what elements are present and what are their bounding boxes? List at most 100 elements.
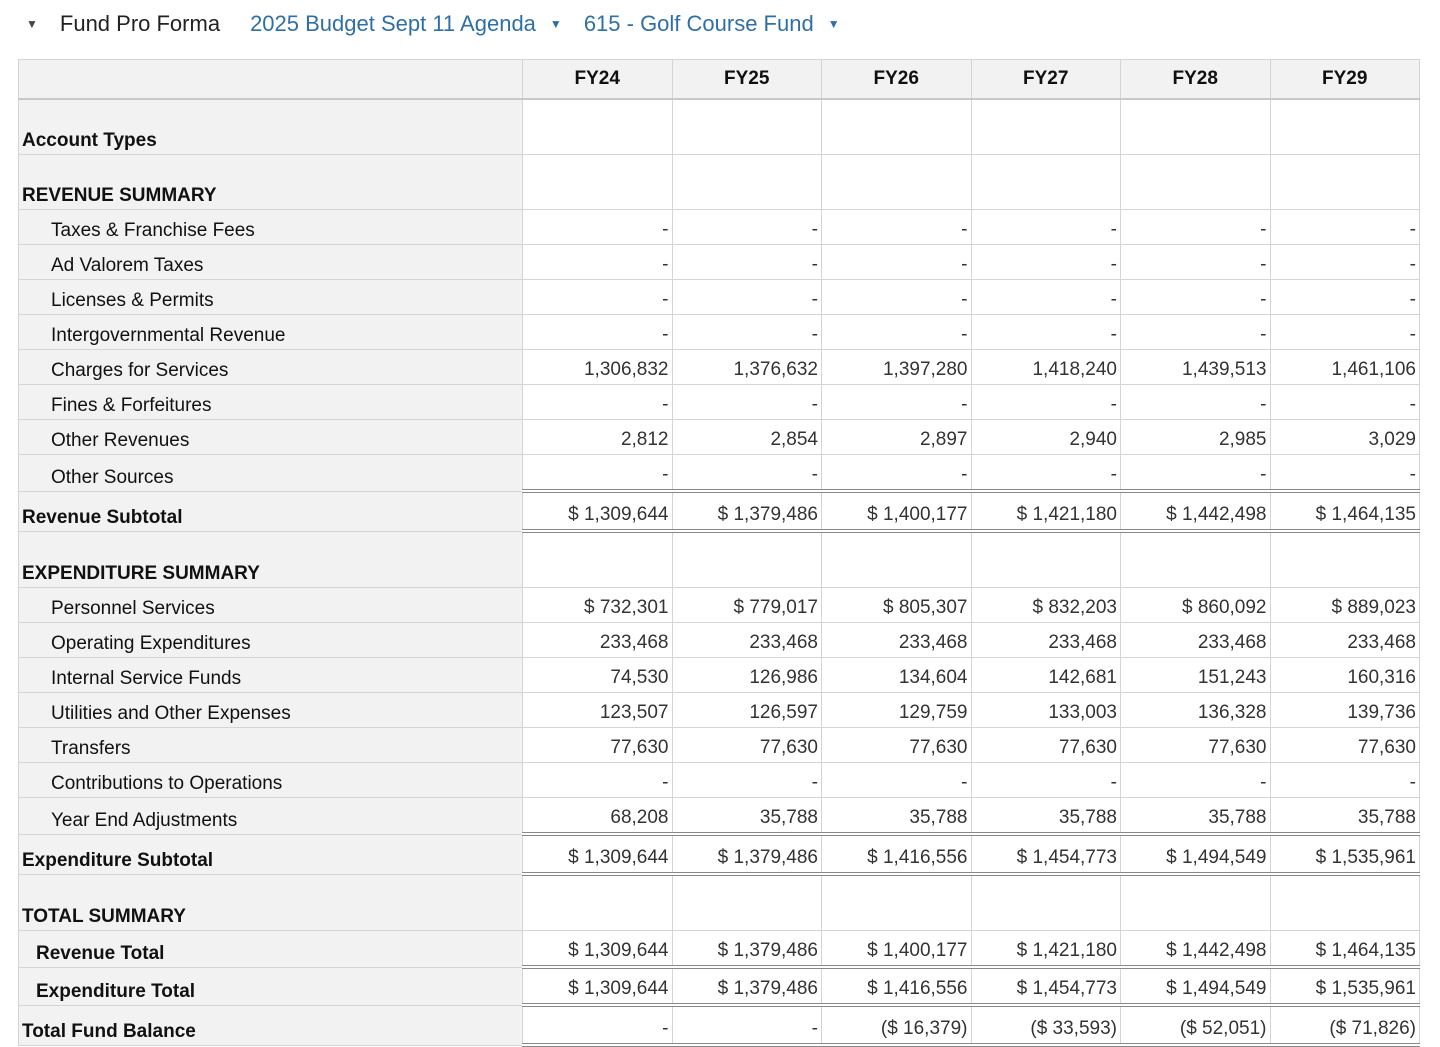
- cell-value: $ 1,379,486: [671, 832, 822, 876]
- cell-value: -: [1120, 762, 1271, 798]
- cell-value: $ 1,309,644: [522, 965, 673, 1006]
- cell-value: 123,507: [522, 692, 673, 728]
- cell-value: -: [1120, 244, 1271, 280]
- budget-dropdown[interactable]: 2025 Budget Sept 11 Agenda ▼: [250, 11, 562, 37]
- cell-value: -: [970, 384, 1121, 420]
- cell-value: 134,604: [821, 657, 972, 693]
- row-label: Other Revenues: [18, 419, 523, 455]
- cell-value: -: [522, 314, 673, 350]
- cell-value: 35,788: [671, 797, 822, 835]
- cell-value: $ 1,309,644: [522, 930, 673, 968]
- row-label: Other Sources: [18, 454, 523, 492]
- cell-value: $ 889,023: [1269, 587, 1420, 623]
- fund-dropdown-label: 615 - Golf Course Fund: [583, 11, 814, 36]
- table-row: Intergovernmental Revenue - - - - - -: [18, 314, 1420, 350]
- cell-value: 129,759: [821, 692, 972, 728]
- table-row: Revenue Subtotal $ 1,309,644 $ 1,379,486 $ …: [18, 489, 1420, 533]
- column-header-fy27: FY27: [970, 59, 1121, 100]
- table-row: Expenditure Total $ 1,309,644 $ 1,379,486 $…: [18, 965, 1420, 1006]
- cell-value: [970, 530, 1121, 588]
- cell-value: 136,328: [1120, 692, 1271, 728]
- cell-value: 233,468: [671, 622, 822, 658]
- table-row: Fines & Forfeitures - - - - - -: [18, 384, 1420, 420]
- cell-value: [522, 530, 673, 588]
- cell-value: 2,897: [821, 419, 972, 455]
- cell-value: [671, 530, 822, 588]
- row-label: Fines & Forfeitures: [18, 384, 523, 420]
- cell-value: $ 1,535,961: [1269, 832, 1420, 876]
- cell-value: 35,788: [821, 797, 972, 835]
- cell-value: $ 860,092: [1120, 587, 1271, 623]
- cell-value: $ 779,017: [671, 587, 822, 623]
- cell-value: [1120, 154, 1271, 210]
- row-label: Expenditure Subtotal: [18, 833, 523, 875]
- table-row: REVENUE SUMMARY: [18, 154, 1420, 210]
- cell-value: -: [1120, 279, 1271, 315]
- header-row: FY24 FY25 FY26 FY27 FY28 FY29: [18, 59, 1420, 100]
- cell-value: 2,940: [970, 419, 1121, 455]
- cell-value: 3,029: [1269, 419, 1420, 455]
- cell-value: 77,630: [970, 727, 1121, 763]
- table-row: TOTAL SUMMARY: [18, 873, 1420, 931]
- cell-value: $ 1,379,486: [671, 489, 822, 533]
- cell-value: 160,316: [1269, 657, 1420, 693]
- cell-value: 142,681: [970, 657, 1121, 693]
- collapse-caret-icon[interactable]: ▼: [26, 17, 38, 31]
- row-label: Taxes & Franchise Fees: [18, 209, 523, 245]
- cell-value: -: [1120, 314, 1271, 350]
- cell-value: 35,788: [1269, 797, 1420, 835]
- cell-value: -: [522, 454, 673, 492]
- pro-forma-table: FY24 FY25 FY26 FY27 FY28 FY29 Account Types RE…: [18, 59, 1420, 1047]
- row-label: TOTAL SUMMARY: [18, 873, 523, 931]
- cell-value: -: [1120, 384, 1271, 420]
- cell-value: -: [1269, 279, 1420, 315]
- cell-value: -: [1269, 384, 1420, 420]
- row-label: Total Fund Balance: [18, 1004, 523, 1046]
- cell-value: [1120, 873, 1271, 931]
- cell-value: -: [970, 209, 1121, 245]
- cell-value: -: [1269, 454, 1420, 492]
- cell-value: 2,854: [671, 419, 822, 455]
- cell-value: -: [671, 384, 822, 420]
- row-label: Revenue Total: [18, 930, 523, 968]
- fund-dropdown[interactable]: 615 - Golf Course Fund ▼: [584, 11, 840, 37]
- cell-value: $ 1,421,180: [970, 489, 1121, 533]
- cell-value: [1269, 873, 1420, 931]
- cell-value: 139,736: [1269, 692, 1420, 728]
- table-row: Contributions to Operations - - - - - -: [18, 762, 1420, 798]
- row-label: Expenditure Total: [18, 966, 523, 1006]
- cell-value: 77,630: [522, 727, 673, 763]
- cell-value: [821, 154, 972, 210]
- cell-value: [522, 873, 673, 931]
- cell-value: 1,439,513: [1120, 349, 1271, 385]
- row-label: Internal Service Funds: [18, 657, 523, 693]
- row-label: REVENUE SUMMARY: [18, 154, 523, 210]
- cell-value: [821, 873, 972, 931]
- row-label: Operating Expenditures: [18, 622, 523, 658]
- cell-value: ($ 33,593): [970, 1003, 1121, 1047]
- cell-value: 35,788: [970, 797, 1121, 835]
- cell-value: -: [821, 244, 972, 280]
- cell-value: [970, 154, 1121, 210]
- cell-value: [970, 873, 1121, 931]
- cell-value: 1,418,240: [970, 349, 1121, 385]
- cell-value: -: [522, 762, 673, 798]
- table-row: Operating Expenditures 233,468 233,468 233,…: [18, 622, 1420, 658]
- cell-value: 77,630: [1120, 727, 1271, 763]
- cell-value: $ 1,454,773: [970, 832, 1121, 876]
- cell-value: $ 1,535,961: [1269, 965, 1420, 1006]
- chevron-down-icon: ▼: [549, 17, 562, 31]
- cell-value: $ 832,203: [970, 587, 1121, 623]
- cell-value: $ 1,309,644: [522, 832, 673, 876]
- cell-value: 133,003: [970, 692, 1121, 728]
- cell-value: [522, 98, 673, 155]
- cell-value: -: [970, 314, 1121, 350]
- cell-value: -: [1269, 244, 1420, 280]
- cell-value: -: [970, 279, 1121, 315]
- cell-value: -: [671, 1003, 822, 1047]
- cell-value: -: [671, 762, 822, 798]
- table-row: Other Sources - - - - - -: [18, 454, 1420, 492]
- column-header-fy29: FY29: [1269, 59, 1420, 100]
- budget-dropdown-label: 2025 Budget Sept 11 Agenda: [250, 11, 536, 36]
- cell-value: 77,630: [1269, 727, 1420, 763]
